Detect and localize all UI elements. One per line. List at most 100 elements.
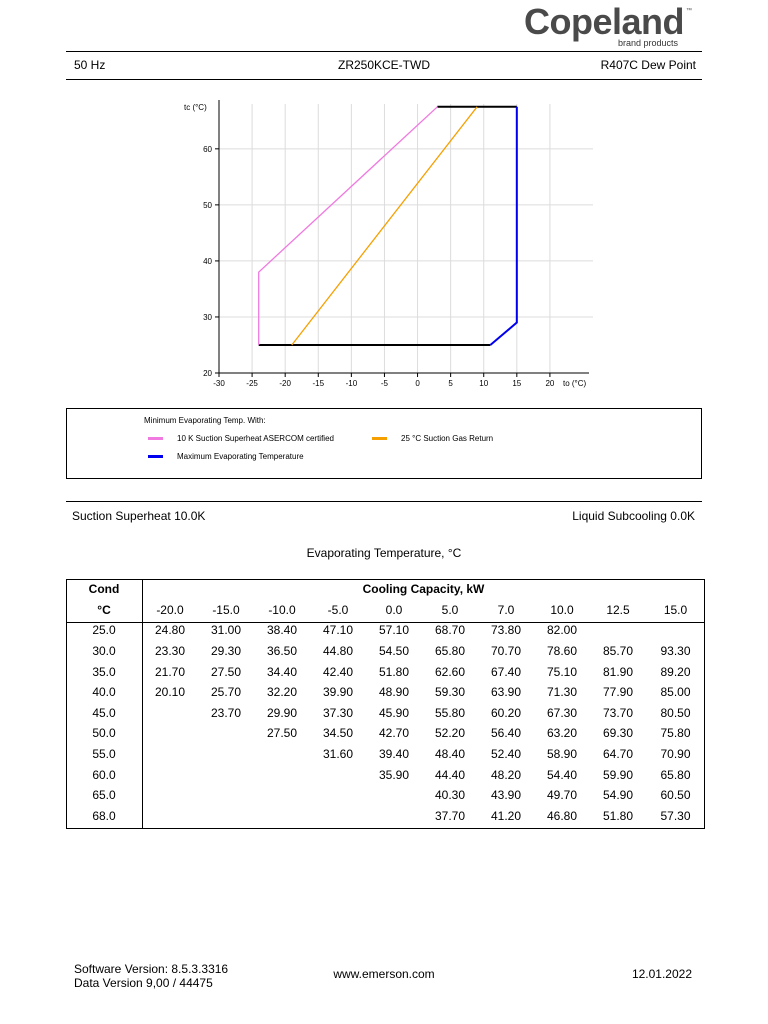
- evap-temp-header: 15.0: [663, 602, 688, 617]
- capacity-cell: 71.30: [546, 685, 578, 700]
- capacity-cell: 35.90: [378, 767, 410, 782]
- legend-swatch-blue: [148, 455, 163, 458]
- chart-ticks: -30 -25 -20 -15 -10 -5 0 5 10 15 20 20 30 40 50 60: [203, 145, 555, 388]
- capacity-cell: 34.40: [266, 664, 298, 679]
- capacity-cell: [366, 785, 422, 806]
- capacity-cell: 85.70: [602, 644, 634, 659]
- capacity-cell: 49.70: [546, 788, 578, 803]
- capacity-cell: 23.70: [210, 705, 242, 720]
- series-max-evap-line: [489, 106, 518, 346]
- capacity-cell: [254, 764, 310, 785]
- suction-superheat: Suction Superheat 10.0K: [72, 509, 206, 523]
- capacity-cell: 54.50: [378, 644, 410, 659]
- x-tick-label: -5: [381, 379, 389, 388]
- capacity-cell: 63.20: [546, 726, 578, 741]
- capacity-cell: 27.50: [266, 726, 298, 741]
- data-version: Data Version 9,00 / 44475: [74, 976, 213, 990]
- capacity-cell: 85.00: [660, 685, 691, 700]
- capacity-cell: 65.80: [434, 644, 466, 659]
- capacity-cell: [142, 703, 198, 724]
- capacity-cell: 93.30: [660, 644, 691, 659]
- capacity-cell: 45.90: [378, 705, 410, 720]
- capacity-cell: 27.50: [210, 664, 242, 679]
- chart-series: [258, 105, 518, 346]
- legend-label-max-evap: Maximum Evaporating Temperature: [177, 452, 304, 461]
- table-body: 25.0 24.80 31.00 38.40 47.10 57.10 68.70 73.80 8…: [66, 620, 705, 826]
- capacity-cell: 80.50: [660, 705, 691, 720]
- table-header-row-2: °C -20.0 -15.0 -10.0 -5.0 0.0 5.0 7.0 10.0 12.5 1…: [66, 600, 705, 621]
- legend-swatch-orange: [372, 437, 387, 440]
- capacity-cell: 51.80: [602, 808, 634, 823]
- capacity-cell: [142, 723, 198, 744]
- capacity-cell: 37.30: [322, 705, 354, 720]
- table-header-row-1: Cond Cooling Capacity, kW: [66, 579, 705, 600]
- refrigerant-label: R407C Dew Point: [600, 58, 696, 72]
- website-link[interactable]: www.emerson.com: [333, 967, 435, 981]
- legend-item-gas-return: 25 °C Suction Gas Return: [372, 434, 493, 443]
- capacity-cell: 67.40: [490, 664, 522, 679]
- evap-temp-header: 5.0: [441, 602, 459, 617]
- capacity-cell: 34.50: [322, 726, 354, 741]
- capacity-cell: 67.30: [546, 705, 578, 720]
- x-tick-label: 10: [479, 379, 488, 388]
- capacity-cell: [198, 723, 254, 744]
- table-row: 65.0 40.30 43.90 49.70 54.90 60.50: [66, 785, 705, 806]
- table-row: 55.0 31.60 39.40 48.40 52.40 58.90 64.70 70.90: [66, 744, 705, 765]
- legend-swatch-pink: [148, 437, 163, 440]
- capacity-cell: 31.60: [322, 747, 354, 762]
- capacity-cell: 70.90: [660, 747, 691, 762]
- capacity-cell: 64.70: [602, 747, 634, 762]
- table-row: 68.0 37.70 41.20 46.80 51.80 57.30: [66, 806, 705, 827]
- evap-temp-header: -10.0: [268, 602, 296, 617]
- capacity-cell: 38.40: [266, 623, 298, 638]
- capacity-cell: 44.40: [434, 767, 466, 782]
- cond-temp-cell: 50.0: [92, 726, 116, 741]
- capacity-cell: [198, 785, 254, 806]
- cond-unit-header: °C: [97, 602, 111, 617]
- evap-temp-header: 10.0: [550, 602, 574, 617]
- capacity-cell: 81.90: [602, 664, 634, 679]
- capacity-cell: 41.20: [490, 808, 522, 823]
- model-label: ZR250KCE-TWD: [337, 58, 430, 72]
- y-axis-label: tc (°C): [184, 103, 207, 112]
- y-tick-label: 40: [203, 257, 212, 266]
- capacity-cell: 44.80: [322, 644, 354, 659]
- capacity-cell: 42.70: [378, 726, 410, 741]
- chart-grid: [218, 104, 593, 373]
- capacity-cell: 20.10: [154, 685, 186, 700]
- brand-logo: Copeland ™ brand products: [524, 4, 692, 49]
- evap-temp-header: -20.0: [156, 602, 184, 617]
- cond-temp-cell: 35.0: [92, 664, 116, 679]
- conditions-rule: [66, 501, 702, 502]
- capacity-cell: 57.30: [660, 808, 691, 823]
- capacity-cell: 29.30: [210, 644, 242, 659]
- series-asercom-line: [258, 106, 438, 345]
- capacity-cell: 65.80: [660, 767, 691, 782]
- evap-temp-header: 12.5: [606, 602, 630, 617]
- capacity-cell: 73.70: [602, 705, 634, 720]
- capacity-cell: 46.80: [546, 808, 578, 823]
- capacity-cell: [254, 744, 310, 765]
- capacity-cell: 43.90: [490, 788, 522, 803]
- table-row: 25.0 24.80 31.00 38.40 47.10 57.10 68.70 73.80 8…: [66, 620, 705, 641]
- table-row: 35.0 21.70 27.50 34.40 42.40 51.80 62.60 67.40 7…: [66, 661, 705, 682]
- capacity-cell: [310, 806, 366, 827]
- capacity-cell: 63.90: [490, 685, 522, 700]
- x-tick-label: -25: [246, 379, 258, 388]
- capacity-cell: 37.70: [434, 808, 466, 823]
- table-row: 30.0 23.30 29.30 36.50 44.80 54.50 65.80 70.70 7…: [66, 641, 705, 662]
- cond-temp-cell: 30.0: [92, 644, 116, 659]
- brand-trademark: ™: [686, 8, 692, 14]
- capacity-cell: 32.20: [266, 685, 298, 700]
- capacity-cell: [142, 785, 198, 806]
- evap-temp-header: -5.0: [327, 602, 349, 617]
- capacity-cell: 36.50: [266, 644, 298, 659]
- capacity-cell: 78.60: [546, 644, 578, 659]
- x-tick-label: 0: [415, 379, 420, 388]
- evap-temp-header: -15.0: [212, 602, 240, 617]
- capacity-cell: [254, 785, 310, 806]
- capacity-cell: 52.40: [490, 747, 522, 762]
- capacity-cell: 82.00: [546, 623, 578, 638]
- capacity-cell: 68.70: [434, 623, 466, 638]
- capacity-cell: [198, 764, 254, 785]
